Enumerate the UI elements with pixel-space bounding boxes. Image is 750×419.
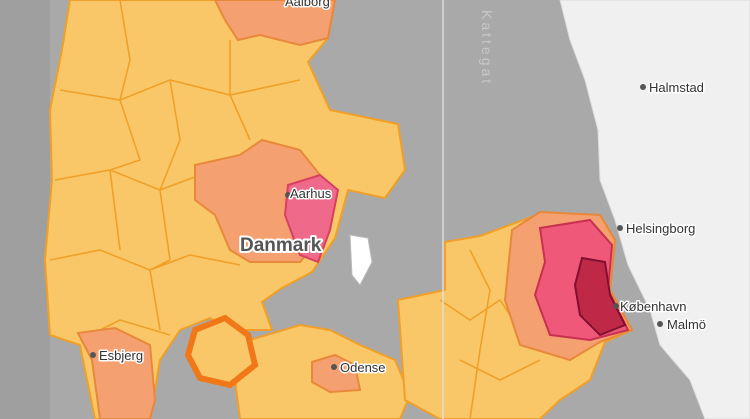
region-odense [311,353,362,394]
place-label: Aarhus [290,186,332,201]
place-label: Halmstad [649,80,704,95]
sweden [559,0,750,419]
region-aalborg [213,0,337,47]
city-dots [90,84,663,370]
sea-edge [0,0,50,419]
place-label: Odense [340,360,386,375]
place-label: Malmö [667,317,706,332]
place-label: Esbjerg [99,348,143,363]
region-copenhagen [573,256,627,337]
place-label: Aalborg [285,0,330,9]
borders [49,0,541,419]
region-aarhus-city [283,173,340,264]
region-esbjerg [76,326,157,419]
country-label: Danmark [240,235,322,256]
place-label: København [620,299,687,314]
region-ring [184,314,259,389]
island [349,234,373,286]
place-label: Helsingborg [626,221,695,236]
sea-label: Kattegat [479,10,495,86]
